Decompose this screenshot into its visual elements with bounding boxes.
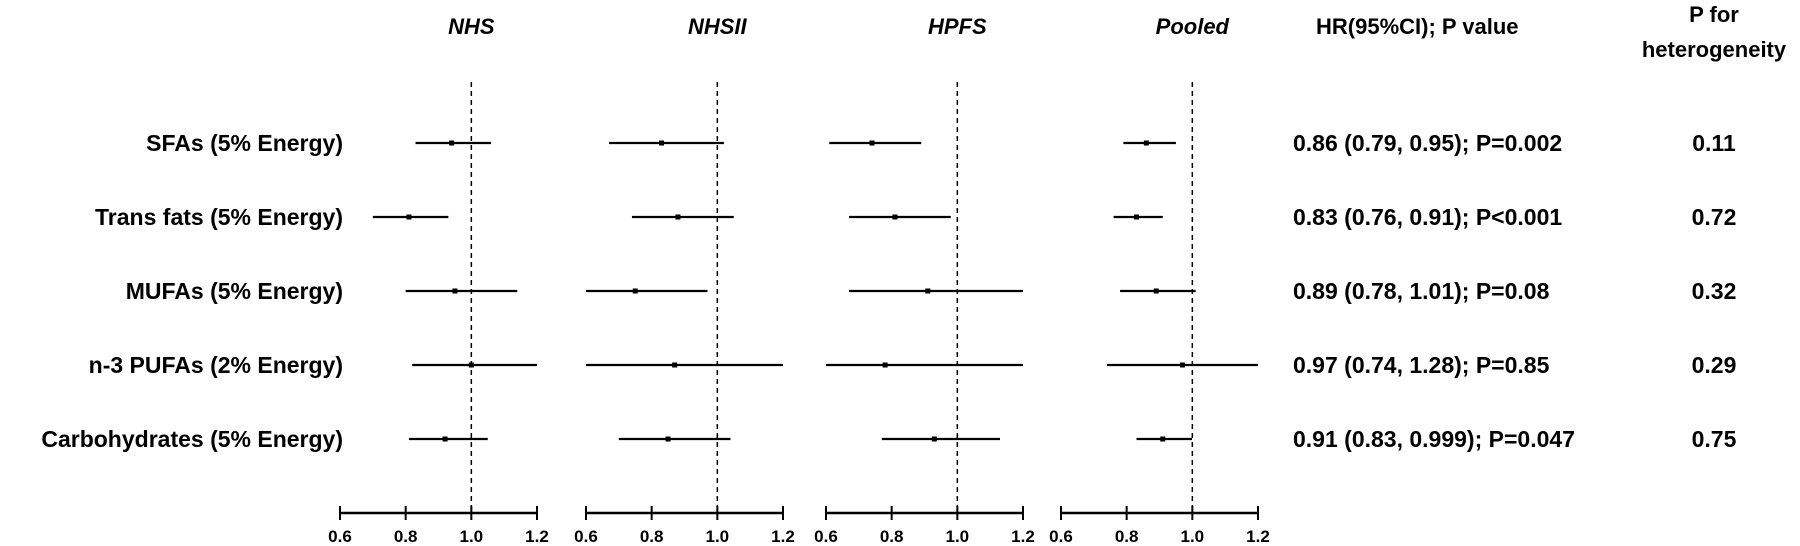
x-tick-label: 0.8 [640, 527, 664, 546]
hr-point [665, 436, 671, 442]
panel-title: NHS [448, 14, 495, 39]
x-tick-label: 1.2 [525, 527, 549, 546]
row-label: Trans fats (5% Energy) [95, 204, 343, 230]
row-label: Carbohydrates (5% Energy) [41, 426, 343, 452]
hr-point [659, 140, 665, 146]
hr-point [675, 214, 681, 220]
x-tick-label: 0.6 [328, 527, 352, 546]
het-value: 0.72 [1692, 204, 1737, 230]
hr-point [1143, 140, 1149, 146]
hr-point [632, 288, 638, 294]
hr-point [925, 288, 931, 294]
x-tick-label: 0.8 [394, 527, 418, 546]
het-column-header: heterogeneity [1642, 37, 1787, 62]
x-tick-label: 0.6 [814, 527, 838, 546]
hr-point [442, 436, 448, 442]
x-tick-label: 0.8 [880, 527, 904, 546]
row-label: SFAs (5% Energy) [146, 130, 343, 156]
x-tick-label: 1.2 [1011, 527, 1035, 546]
hr-point [882, 362, 888, 368]
hr-point [892, 214, 898, 220]
panel-title: HPFS [928, 14, 987, 39]
x-tick-label: 1.0 [460, 527, 484, 546]
x-tick-label: 0.8 [1115, 527, 1139, 546]
het-value: 0.11 [1692, 130, 1736, 156]
hr-value: 0.89 (0.78, 1.01); P=0.08 [1293, 278, 1550, 304]
x-tick-label: 0.6 [1049, 527, 1073, 546]
het-value: 0.29 [1692, 352, 1737, 378]
hr-value: 0.97 (0.74, 1.28); P=0.85 [1293, 352, 1550, 378]
hr-point [406, 214, 412, 220]
hr-value: 0.86 (0.79, 0.95); P=0.002 [1293, 130, 1562, 156]
hr-point [869, 140, 875, 146]
hr-column-header: HR(95%CI); P value [1316, 14, 1519, 39]
hr-point [449, 140, 455, 146]
hr-point [1153, 288, 1159, 294]
row-label: n-3 PUFAs (2% Energy) [89, 352, 343, 378]
row-label: MUFAs (5% Energy) [126, 278, 343, 304]
x-tick-label: 1.0 [946, 527, 970, 546]
hr-value: 0.83 (0.76, 0.91); P<0.001 [1293, 204, 1562, 230]
hr-point [468, 362, 474, 368]
het-value: 0.75 [1692, 426, 1737, 452]
x-tick-label: 1.2 [771, 527, 795, 546]
x-tick-label: 1.0 [1181, 527, 1205, 546]
panel-title: Pooled [1156, 14, 1230, 39]
hr-point [1134, 214, 1140, 220]
x-tick-label: 1.0 [706, 527, 730, 546]
hr-point [452, 288, 458, 294]
hr-value: 0.91 (0.83, 0.999); P=0.047 [1293, 426, 1575, 452]
hr-point [931, 436, 937, 442]
hr-point [1160, 436, 1166, 442]
het-column-header: P for [1689, 2, 1739, 27]
x-tick-label: 0.6 [574, 527, 598, 546]
x-tick-label: 1.2 [1246, 527, 1270, 546]
hr-point [1179, 362, 1185, 368]
hr-point [672, 362, 678, 368]
panel-title: NHSII [688, 14, 748, 39]
het-value: 0.32 [1692, 278, 1737, 304]
